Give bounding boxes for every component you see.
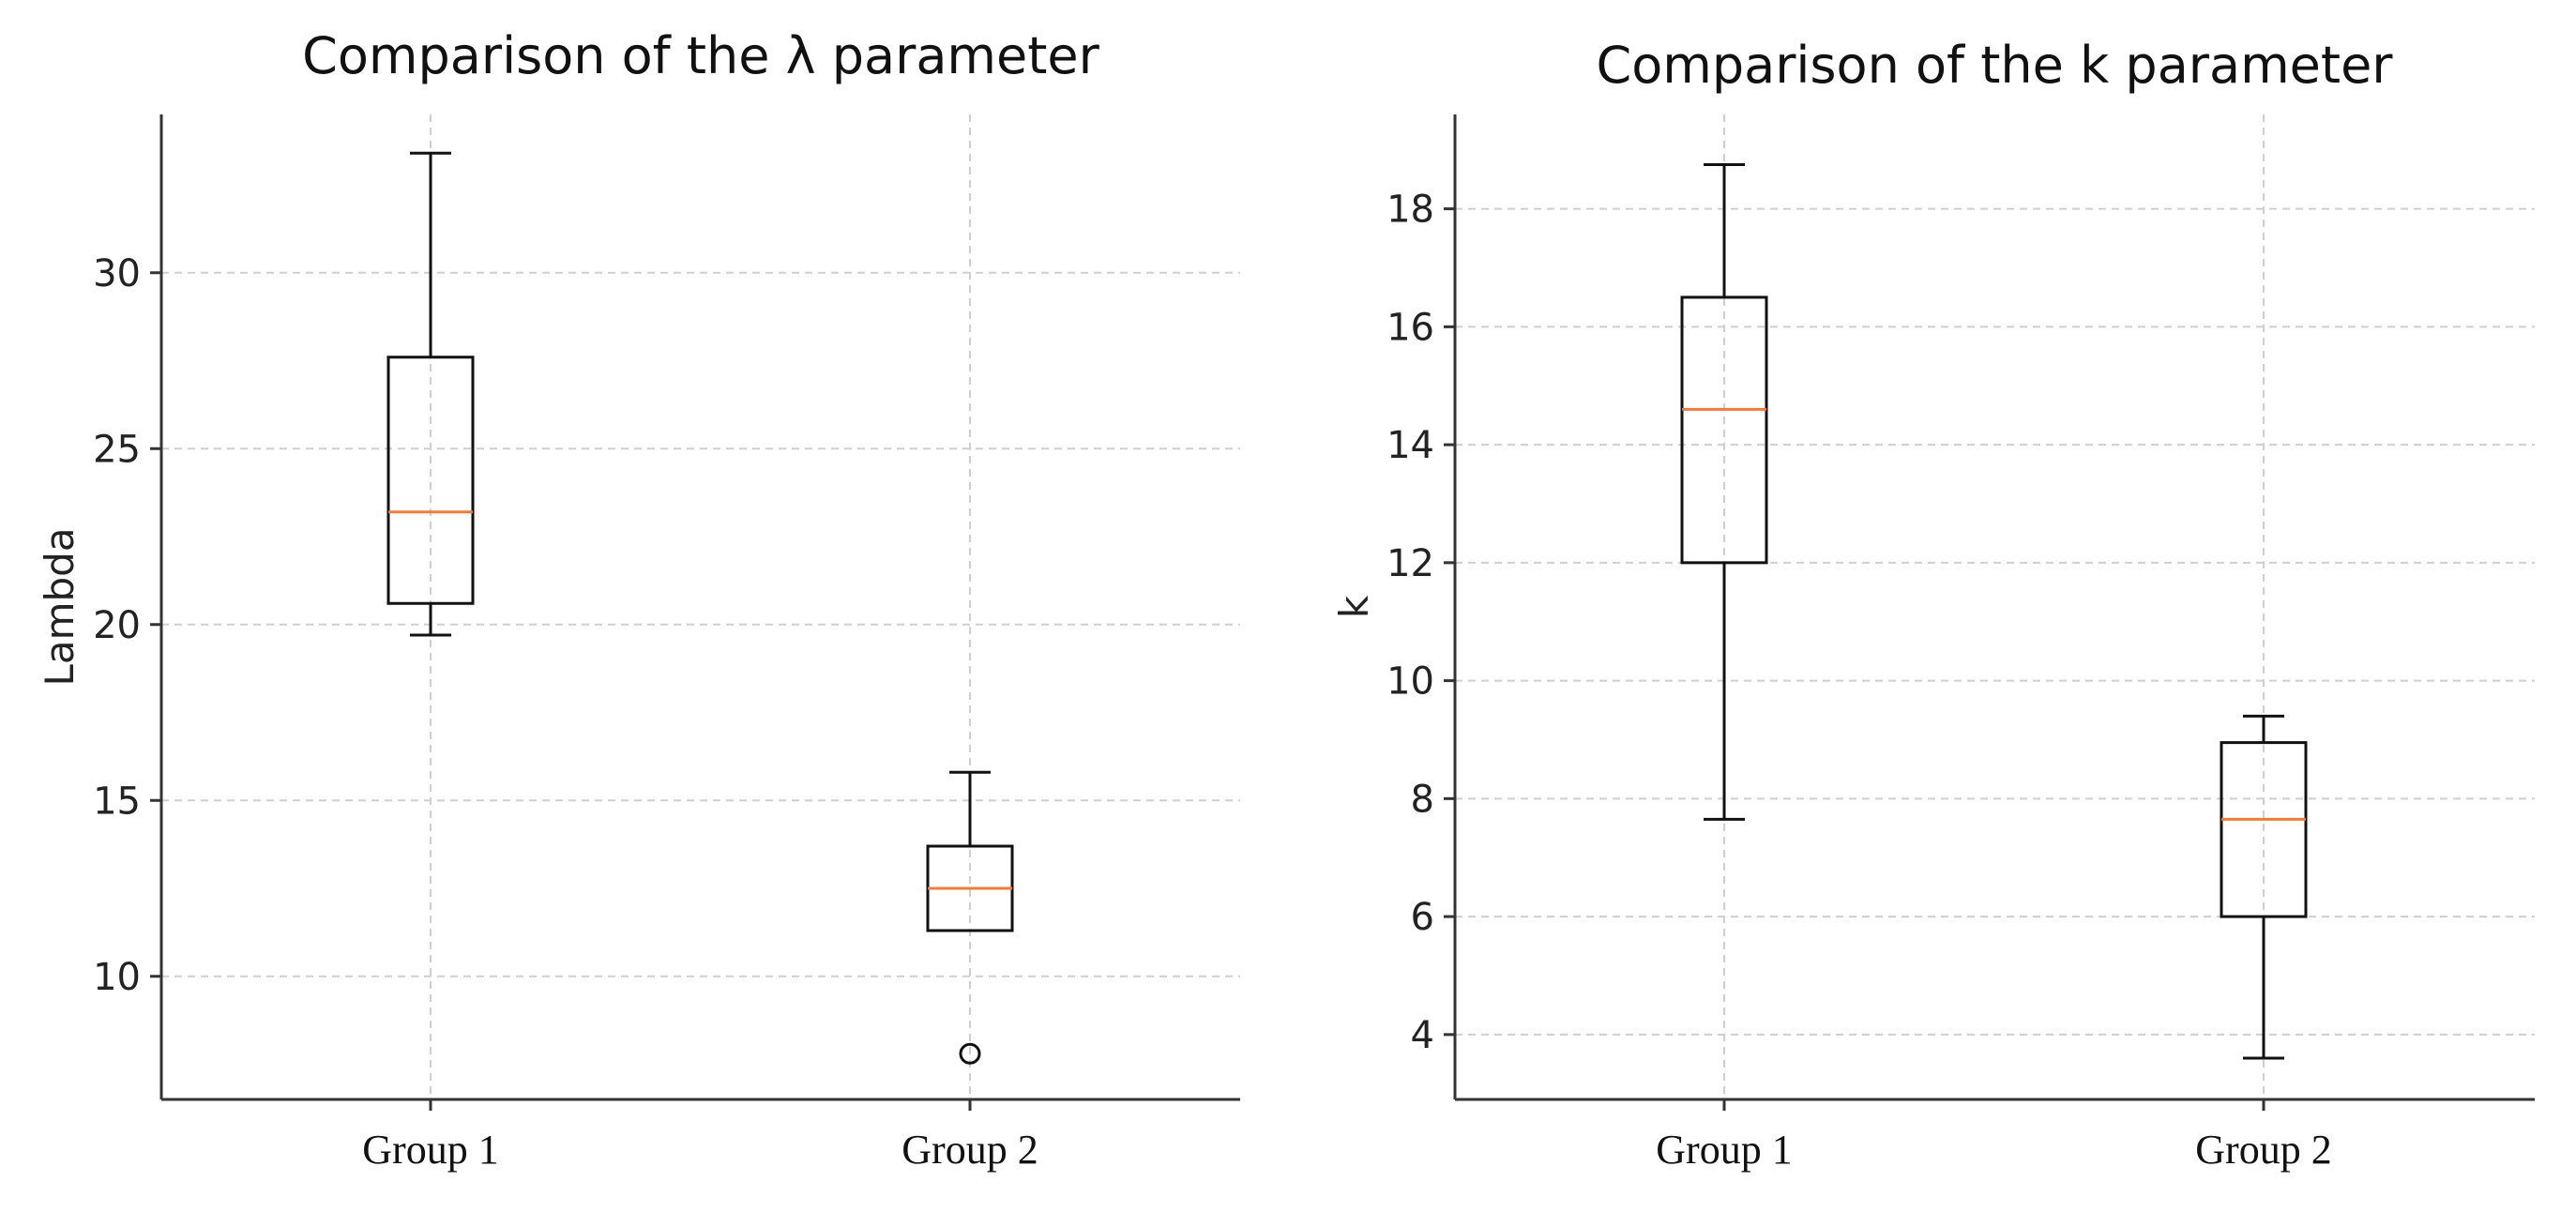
chart-title: Comparison of the λ parameter <box>302 26 1099 85</box>
x-tick-label: Group 2 <box>2195 1127 2331 1173</box>
box-plot-1 <box>1680 162 1768 821</box>
y-tick-label: 12 <box>1386 542 1434 585</box>
y-tick-label: 15 <box>93 780 141 823</box>
k-chart-panel: 4 6 8 10 12 14 16 18 Group 1 Group 2 Comparison of… <box>1331 36 2535 1173</box>
box-plot-2 <box>926 770 1014 1065</box>
y-tick-label: 8 <box>1411 778 1434 821</box>
chart-title: Comparison of the k parameter <box>1597 36 2394 95</box>
x-tick-label: Group 1 <box>362 1127 498 1173</box>
y-tick-label: 14 <box>1386 424 1434 467</box>
box-plot-2 <box>2220 714 2308 1060</box>
iqr-box <box>386 356 475 605</box>
x-tick-label: Group 1 <box>1656 1127 1792 1173</box>
y-tick-label: 10 <box>93 956 141 999</box>
y-tick-label: 25 <box>93 428 141 471</box>
y-tick-label: 6 <box>1411 896 1434 939</box>
outlier-point <box>959 1042 981 1065</box>
y-tick-label: 18 <box>1386 189 1434 232</box>
y-tick-label: 20 <box>93 604 141 647</box>
y-axis-label: k <box>1331 595 1377 618</box>
x-tick-label: Group 2 <box>902 1127 1038 1173</box>
y-tick-label: 16 <box>1386 306 1434 349</box>
iqr-box <box>1680 295 1768 565</box>
y-tick-label: 30 <box>93 252 141 295</box>
y-tick-label: 4 <box>1411 1014 1434 1057</box>
iqr-box <box>2220 741 2308 918</box>
y-axis-label: Lambda <box>37 527 83 686</box>
box-plot-1 <box>386 151 475 637</box>
y-tick-label: 10 <box>1386 660 1434 704</box>
lambda-chart-panel: 10 15 20 25 30 Group 1 Group 2 Comparison of th… <box>37 26 1240 1173</box>
